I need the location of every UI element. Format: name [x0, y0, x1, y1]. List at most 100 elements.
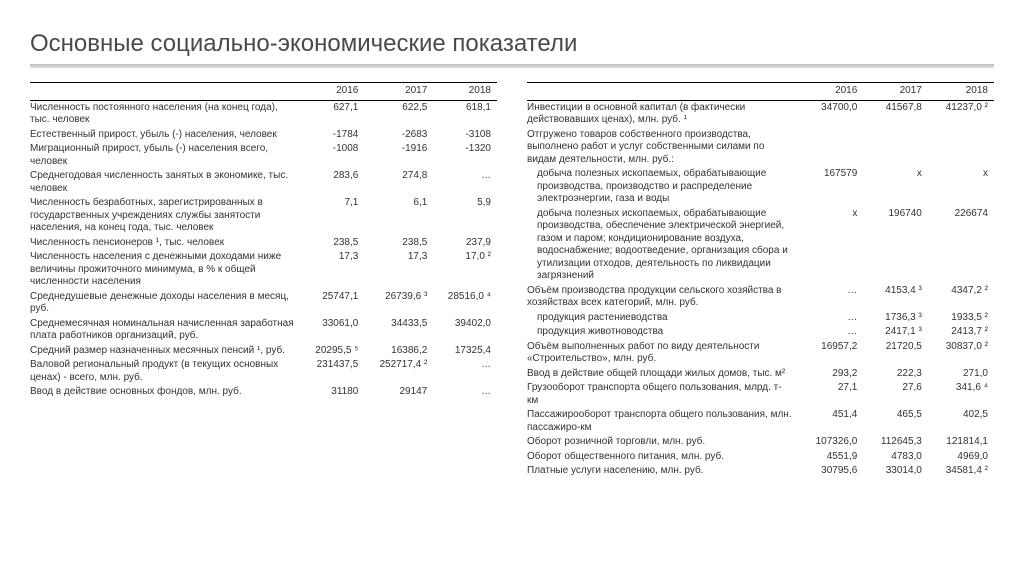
table-row: Объём выполненных работ по виду деятельн…	[527, 340, 994, 367]
row-value: 41237,0 ²	[928, 100, 994, 128]
col-header-label	[30, 83, 301, 101]
row-value	[798, 128, 863, 168]
row-value: 341,6 ⁴	[928, 381, 994, 408]
row-value: 451,4	[798, 408, 863, 435]
table-row: Численность постоянного населения (на ко…	[30, 100, 497, 128]
table-row: Среднемесячная номинальная начисленная з…	[30, 317, 497, 344]
row-label: Численность пенсионеров ¹, тыс. человек	[30, 236, 301, 251]
row-value: 17325,4	[433, 344, 497, 359]
col-header-year: 2017	[863, 83, 928, 101]
row-value: 17,3	[364, 250, 433, 290]
row-value: 107326,0	[798, 435, 863, 450]
row-value: 252717,4 ²	[364, 358, 433, 385]
row-value: 33061,0	[301, 317, 364, 344]
row-value: 27,6	[863, 381, 928, 408]
table-row: Ввод в действие общей площади жилых домо…	[527, 367, 994, 382]
row-value: 222,3	[863, 367, 928, 382]
row-value: 31180	[301, 385, 364, 400]
row-label: Грузооборот транспорта общего пользовани…	[527, 381, 798, 408]
page-title: Основные социально-экономические показат…	[30, 30, 994, 58]
table-row: Объём производства продукции сельского х…	[527, 284, 994, 311]
table-row: Миграционный прирост, убыль (-) населени…	[30, 142, 497, 169]
row-value: 2413,7 ²	[928, 325, 994, 340]
row-value: 4969,0	[928, 450, 994, 465]
right-column: 201620172018 Инвестиции в основной капит…	[527, 82, 994, 479]
table-row: Платные услуги населению, млн. руб.30795…	[527, 464, 994, 479]
row-value: 622,5	[364, 100, 433, 128]
row-value: 1736,3 ³	[863, 311, 928, 326]
row-value: 237,9	[433, 236, 497, 251]
row-value: …	[798, 311, 863, 326]
row-value: 1933,5 ²	[928, 311, 994, 326]
row-value: 465,5	[863, 408, 928, 435]
row-label: Естественный прирост, убыль (-) населени…	[30, 128, 301, 143]
row-label: Численность безработных, зарегистрирован…	[30, 196, 301, 236]
col-header-year: 2016	[798, 83, 863, 101]
row-value: 226674	[928, 207, 994, 284]
row-value: 112645,3	[863, 435, 928, 450]
row-label: Отгружено товаров собственного производс…	[527, 128, 798, 168]
row-value: -2683	[364, 128, 433, 143]
row-value: 16386,2	[364, 344, 433, 359]
table-row: Пассажирооборот транспорта общего пользо…	[527, 408, 994, 435]
row-value: 627,1	[301, 100, 364, 128]
row-value: …	[433, 385, 497, 400]
row-value: 34700,0	[798, 100, 863, 128]
row-value: 2417,1 ³	[863, 325, 928, 340]
row-value: х	[928, 167, 994, 207]
row-value: 238,5	[301, 236, 364, 251]
title-rule	[30, 64, 994, 68]
row-value: 4551,9	[798, 450, 863, 465]
table-row: добыча полезных ископаемых, обрабатывающ…	[527, 167, 994, 207]
row-value: 29147	[364, 385, 433, 400]
row-value: -3108	[433, 128, 497, 143]
row-value: 271,0	[928, 367, 994, 382]
row-value: 16957,2	[798, 340, 863, 367]
row-value: …	[798, 284, 863, 311]
right-table: 201620172018 Инвестиции в основной капит…	[527, 82, 994, 479]
table-row: Средний размер назначенных месячных пенс…	[30, 344, 497, 359]
col-header-year: 2017	[364, 83, 433, 101]
row-value: 4783,0	[863, 450, 928, 465]
row-label: Объём выполненных работ по виду деятельн…	[527, 340, 798, 367]
table-row: Численность пенсионеров ¹, тыс. человек2…	[30, 236, 497, 251]
row-value: 167579	[798, 167, 863, 207]
row-value: -1008	[301, 142, 364, 169]
table-row: Численность населения с денежными дохода…	[30, 250, 497, 290]
table-row: Отгружено товаров собственного производс…	[527, 128, 994, 168]
row-value: 7,1	[301, 196, 364, 236]
row-value: 4153,4 ³	[863, 284, 928, 311]
col-header-year: 2016	[301, 83, 364, 101]
row-value: 402,5	[928, 408, 994, 435]
row-value	[863, 128, 928, 168]
row-value: 27,1	[798, 381, 863, 408]
row-label: Миграционный прирост, убыль (-) населени…	[30, 142, 301, 169]
row-value: …	[798, 325, 863, 340]
row-value: 33014,0	[863, 464, 928, 479]
row-value	[928, 128, 994, 168]
col-header-year: 2018	[928, 83, 994, 101]
row-value: х	[798, 207, 863, 284]
row-value: 17,3	[301, 250, 364, 290]
row-value: 41567,8	[863, 100, 928, 128]
row-value: 293,2	[798, 367, 863, 382]
row-value: 39402,0	[433, 317, 497, 344]
left-column: 201620172018 Численность постоянного нас…	[30, 82, 497, 400]
row-label: Пассажирооборот транспорта общего пользо…	[527, 408, 798, 435]
row-label: Платные услуги населению, млн. руб.	[527, 464, 798, 479]
row-label: Ввод в действие общей площади жилых домо…	[527, 367, 798, 382]
row-value: 26739,6 ³	[364, 290, 433, 317]
row-label: Среднедушевые денежные доходы населения …	[30, 290, 301, 317]
row-value: 4347,2 ²	[928, 284, 994, 311]
table-row: Инвестиции в основной капитал (в фактиче…	[527, 100, 994, 128]
row-value: 20295,5 ⁵	[301, 344, 364, 359]
row-label: Объём производства продукции сельского х…	[527, 284, 798, 311]
row-value: 231437,5	[301, 358, 364, 385]
row-value: 34433,5	[364, 317, 433, 344]
table-row: продукция растениеводства…1736,3 ³1933,5…	[527, 311, 994, 326]
row-value: 5,9	[433, 196, 497, 236]
row-label: Инвестиции в основной капитал (в фактиче…	[527, 100, 798, 128]
row-label: продукция растениеводства	[527, 311, 798, 326]
table-row: Естественный прирост, убыль (-) населени…	[30, 128, 497, 143]
row-value: 34581,4 ²	[928, 464, 994, 479]
